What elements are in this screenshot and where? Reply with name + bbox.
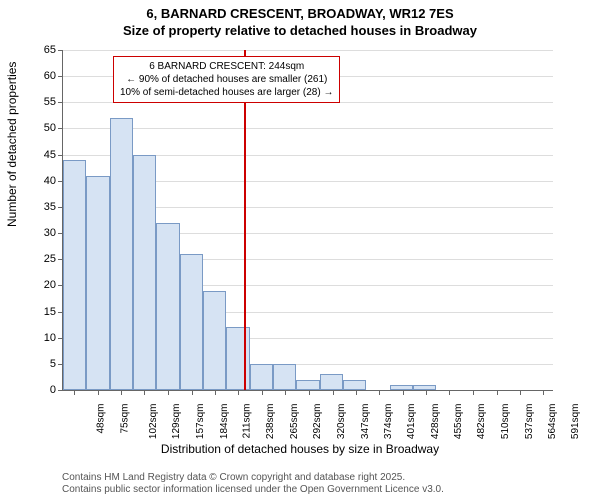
xtick-label: 510sqm (501, 404, 512, 440)
xtick-mark (238, 390, 239, 395)
histogram-bar (110, 118, 133, 390)
histogram-bar (86, 176, 109, 390)
xtick-label: 591sqm (571, 404, 582, 440)
ytick-label: 0 (26, 384, 56, 396)
histogram-bar (390, 385, 413, 390)
ytick-mark (58, 102, 63, 103)
xtick-label: 320sqm (336, 404, 347, 440)
xtick-mark (285, 390, 286, 395)
xtick-label: 564sqm (547, 404, 558, 440)
ytick-mark (58, 50, 63, 51)
xtick-mark (215, 390, 216, 395)
histogram-bar (296, 380, 319, 390)
footer-attribution: Contains HM Land Registry data © Crown c… (62, 472, 444, 496)
ytick-label: 25 (26, 253, 56, 265)
histogram-bar (273, 364, 296, 390)
xtick-mark (473, 390, 474, 395)
xtick-mark (333, 390, 334, 395)
ytick-mark (58, 128, 63, 129)
ytick-mark (58, 390, 63, 391)
x-axis-label: Distribution of detached houses by size … (0, 442, 600, 456)
histogram-bar (203, 291, 226, 390)
xtick-label: 401sqm (406, 404, 417, 440)
xtick-label: 48sqm (96, 404, 107, 434)
xtick-label: 482sqm (476, 404, 487, 440)
xtick-mark (168, 390, 169, 395)
chart-title: 6, BARNARD CRESCENT, BROADWAY, WR12 7ES … (0, 0, 600, 40)
title-line-1: 6, BARNARD CRESCENT, BROADWAY, WR12 7ES (0, 6, 600, 23)
histogram-bar (320, 374, 343, 390)
ytick-label: 45 (26, 149, 56, 161)
ytick-label: 15 (26, 306, 56, 318)
footer-line-1: Contains HM Land Registry data © Crown c… (62, 472, 444, 484)
xtick-mark (356, 390, 357, 395)
histogram-bar (156, 223, 179, 390)
xtick-mark (449, 390, 450, 395)
xtick-mark (403, 390, 404, 395)
plot-area: 48sqm75sqm102sqm129sqm157sqm184sqm211sqm… (62, 50, 553, 391)
xtick-label: 374sqm (383, 404, 394, 440)
xtick-mark (543, 390, 544, 395)
xtick-mark (144, 390, 145, 395)
xtick-label: 129sqm (171, 404, 182, 440)
footer-line-2: Contains public sector information licen… (62, 484, 444, 496)
xtick-label: 75sqm (119, 404, 130, 434)
chart-container: 6, BARNARD CRESCENT, BROADWAY, WR12 7ES … (0, 0, 600, 500)
xtick-label: 102sqm (148, 404, 159, 440)
xtick-label: 537sqm (524, 404, 535, 440)
ytick-label: 30 (26, 227, 56, 239)
annotation-line: 10% of semi-detached houses are larger (… (120, 86, 333, 99)
xtick-label: 347sqm (360, 404, 371, 440)
xtick-label: 211sqm (241, 404, 252, 439)
ytick-mark (58, 155, 63, 156)
ytick-label: 5 (26, 358, 56, 370)
annotation-box: 6 BARNARD CRESCENT: 244sqm← 90% of detac… (113, 56, 340, 103)
histogram-bar (413, 385, 436, 390)
ytick-label: 50 (26, 122, 56, 134)
xtick-mark (121, 390, 122, 395)
xtick-mark (98, 390, 99, 395)
ytick-label: 65 (26, 44, 56, 56)
xtick-label: 455sqm (453, 404, 464, 440)
xtick-label: 292sqm (312, 404, 323, 440)
xtick-mark (309, 390, 310, 395)
ytick-label: 55 (26, 96, 56, 108)
histogram-bar (343, 380, 366, 390)
histogram-bar (250, 364, 273, 390)
xtick-label: 238sqm (266, 404, 277, 440)
xtick-mark (426, 390, 427, 395)
histogram-bar (180, 254, 203, 390)
ytick-label: 60 (26, 70, 56, 82)
xtick-mark (192, 390, 193, 395)
ytick-label: 10 (26, 332, 56, 344)
xtick-mark (74, 390, 75, 395)
gridline (63, 50, 553, 51)
histogram-bar (226, 327, 249, 390)
histogram-bar (133, 155, 156, 390)
y-axis-label: Number of detached properties (5, 62, 19, 227)
xtick-label: 184sqm (219, 404, 230, 440)
annotation-line: ← 90% of detached houses are smaller (26… (120, 73, 333, 86)
ytick-mark (58, 76, 63, 77)
xtick-mark (520, 390, 521, 395)
chart-area: 48sqm75sqm102sqm129sqm157sqm184sqm211sqm… (62, 50, 572, 410)
xtick-label: 428sqm (430, 404, 441, 440)
xtick-mark (379, 390, 380, 395)
xtick-label: 157sqm (196, 404, 207, 440)
ytick-label: 40 (26, 175, 56, 187)
annotation-line: 6 BARNARD CRESCENT: 244sqm (120, 60, 333, 73)
histogram-bar (63, 160, 86, 390)
ytick-label: 20 (26, 279, 56, 291)
ytick-label: 35 (26, 201, 56, 213)
xtick-mark (497, 390, 498, 395)
xtick-mark (262, 390, 263, 395)
xtick-label: 265sqm (289, 404, 300, 440)
title-line-2: Size of property relative to detached ho… (0, 23, 600, 40)
gridline (63, 128, 553, 129)
